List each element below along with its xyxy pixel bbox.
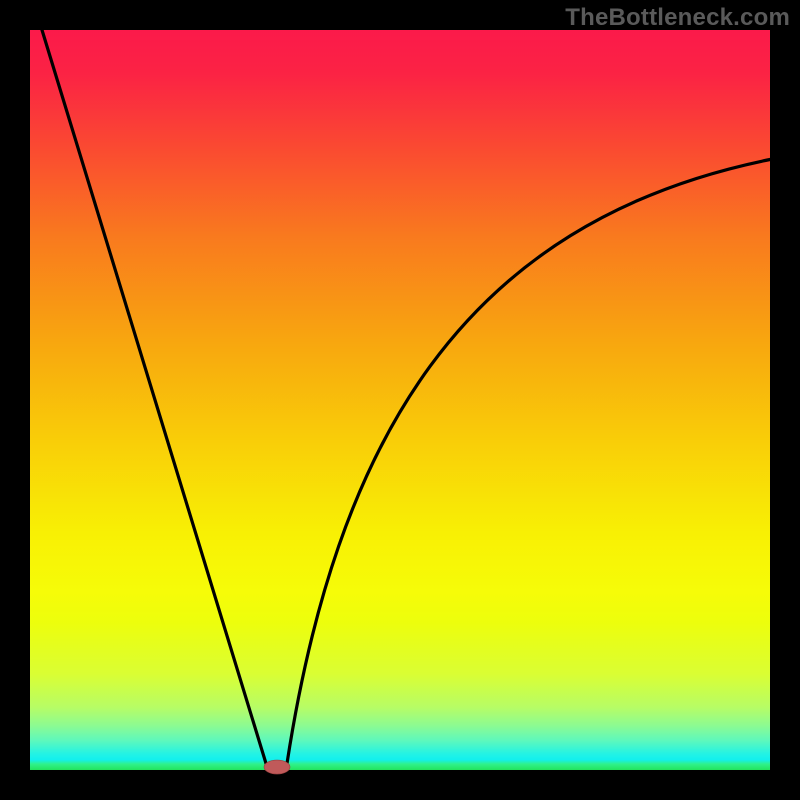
chart-frame: TheBottleneck.com — [0, 0, 800, 800]
chart-svg — [0, 0, 800, 800]
gradient-panel — [30, 30, 770, 770]
optimum-marker — [264, 760, 290, 774]
